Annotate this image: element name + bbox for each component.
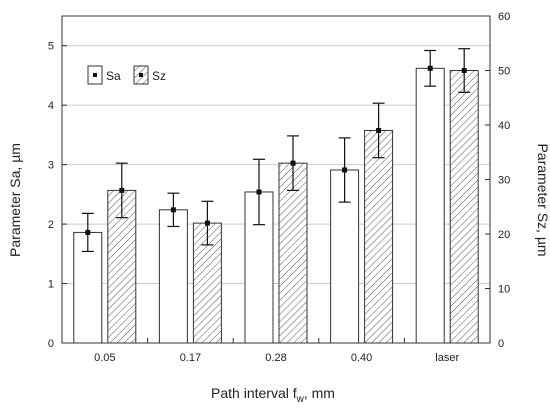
- x-tick-label: 0.28: [265, 352, 286, 364]
- left-tick-label: 2: [48, 219, 54, 231]
- x-tick-label: laser: [435, 352, 459, 364]
- mean-marker: [170, 207, 176, 213]
- bar-sz: [364, 129, 394, 344]
- legend: Sa Sz: [87, 65, 166, 85]
- bar-sa: [415, 67, 445, 344]
- x-axis-label: Path interval fw, mm: [211, 385, 335, 405]
- right-tick-label: 20: [498, 229, 510, 241]
- mean-marker: [256, 189, 262, 195]
- right-tick-label: 0: [498, 338, 504, 350]
- mean-marker: [376, 127, 382, 133]
- mean-marker: [119, 187, 125, 193]
- mean-marker: [427, 65, 433, 71]
- x-axis-label-tail: , mm: [304, 385, 335, 401]
- mean-marker: [290, 160, 296, 166]
- x-tick-label: 0.17: [180, 352, 201, 364]
- y-axis-left-label: Parameter Sa, µm: [7, 143, 23, 257]
- mean-marker: [461, 68, 467, 73]
- bars: [73, 67, 479, 344]
- left-tick-label: 3: [48, 160, 54, 172]
- mean-marker: [342, 167, 348, 173]
- left-axis-ticks: 0 1 2 3 4 5: [48, 41, 67, 350]
- right-tick-label: 40: [498, 120, 510, 132]
- bar-sz: [449, 70, 479, 344]
- error-bars: [81, 48, 471, 253]
- mean-marker: [204, 220, 210, 226]
- right-tick-label: 10: [498, 284, 510, 296]
- right-tick-label: 60: [498, 11, 510, 23]
- x-axis-label-subscript: w: [296, 394, 305, 405]
- right-axis-ticks: 0 10 20 30 40 50 60: [485, 11, 510, 350]
- left-tick-label: 0: [48, 338, 54, 350]
- legend-marker: [139, 73, 143, 77]
- legend-label-sz: Sz: [152, 69, 166, 83]
- mean-marker: [85, 229, 91, 235]
- legend-marker: [93, 73, 97, 77]
- x-axis-label-main: Path interval f: [211, 385, 297, 401]
- legend-label-sa: Sa: [106, 69, 121, 83]
- left-tick-label: 4: [48, 100, 54, 112]
- left-tick-label: 1: [48, 279, 54, 291]
- left-tick-label: 5: [48, 41, 54, 53]
- y-axis-right-label: Parameter Sz, µm: [535, 143, 550, 256]
- right-tick-label: 50: [498, 66, 510, 78]
- x-tick-label: 0.05: [94, 352, 115, 364]
- x-axis-ticks: 0.05 0.17 0.28 0.40 laser: [94, 338, 491, 364]
- bar-sa: [158, 209, 188, 344]
- right-tick-label: 30: [498, 175, 510, 187]
- x-tick-label: 0.40: [351, 352, 372, 364]
